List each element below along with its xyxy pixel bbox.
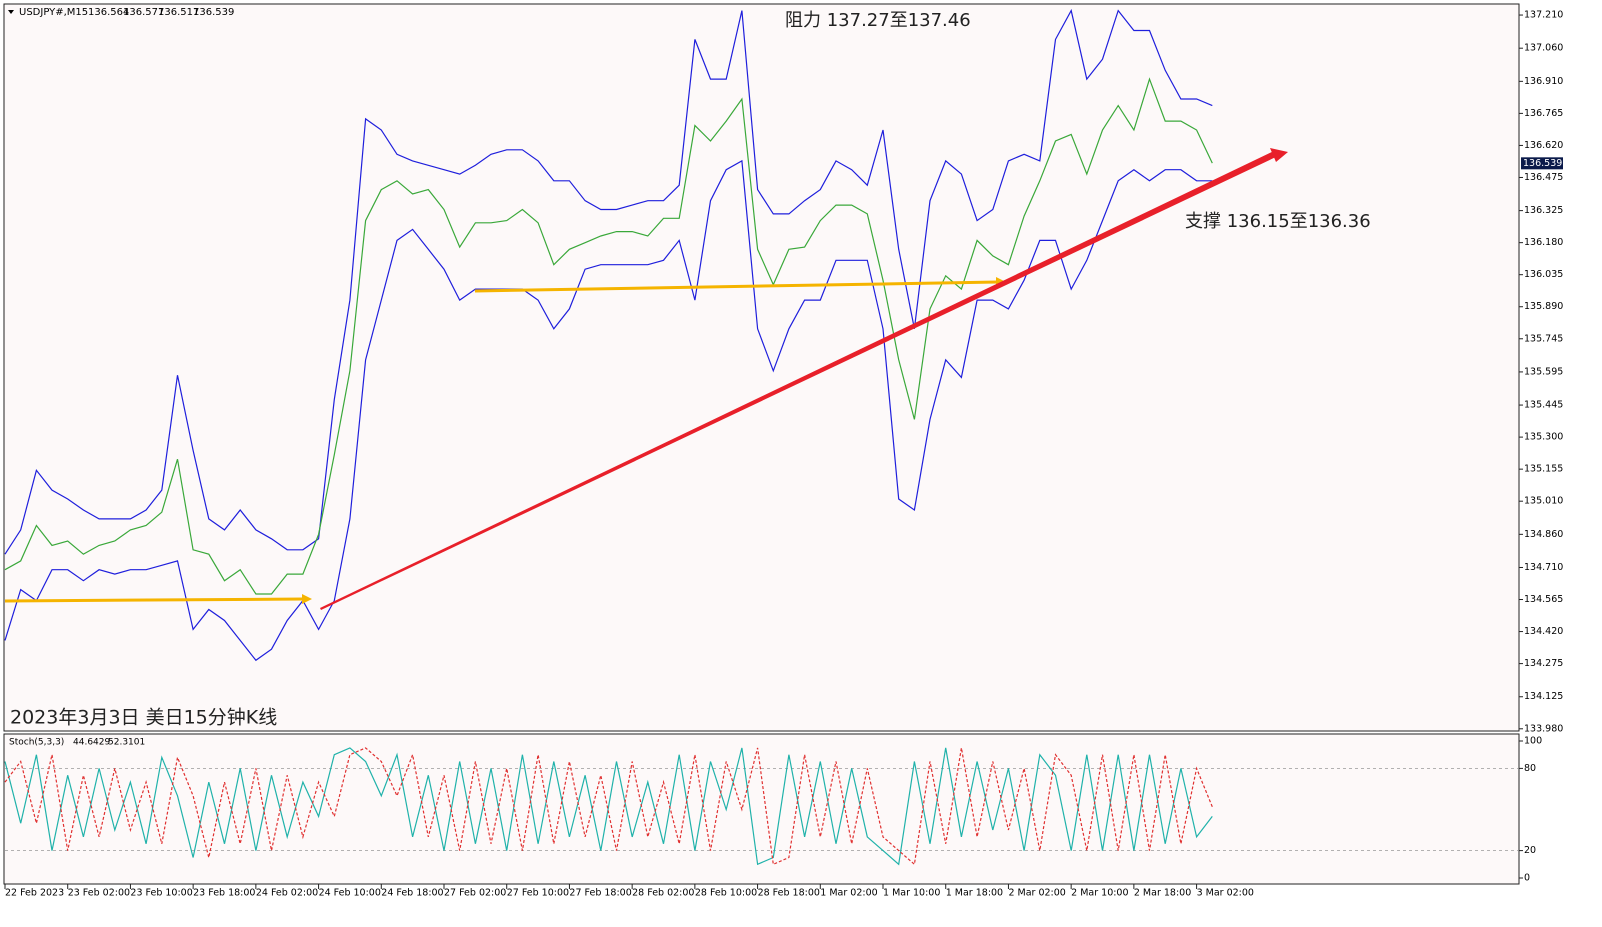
y-tick-label: 134.125 bbox=[1524, 691, 1563, 702]
x-tick-label: 3 Mar 02:00 bbox=[1197, 888, 1254, 899]
y-tick-label: 136.035 bbox=[1524, 269, 1563, 280]
series-line bbox=[4, 159, 1213, 662]
resistance-note: 阻力 137.27至137.46 bbox=[785, 10, 971, 31]
y-tick-label: 134.420 bbox=[1524, 626, 1563, 637]
x-tick-label: 28 Feb 02:00 bbox=[632, 888, 694, 899]
y-tick-label: 134.565 bbox=[1524, 594, 1563, 605]
x-tick-label: 23 Feb 18:00 bbox=[193, 888, 255, 899]
indicator-name: Stoch(5,3,3) bbox=[9, 738, 64, 748]
chart-caption: 2023年3月3日 美日15分钟K线 bbox=[10, 707, 277, 729]
y-tick-label: 134.860 bbox=[1524, 529, 1563, 540]
y-tick-label: 136.910 bbox=[1524, 76, 1563, 87]
collapse-icon bbox=[8, 10, 14, 14]
x-tick-label: 2 Mar 02:00 bbox=[1008, 888, 1065, 899]
x-tick-label: 2 Mar 18:00 bbox=[1134, 888, 1191, 899]
drawings bbox=[4, 148, 1288, 610]
high: 136.577 bbox=[123, 7, 164, 18]
current-price-label: 136.539 bbox=[1523, 158, 1562, 169]
y-tick-label: 80 bbox=[1524, 763, 1536, 774]
stoch-panel bbox=[3, 733, 1520, 885]
x-tick-label: 24 Feb 02:00 bbox=[256, 888, 318, 899]
y-tick-label: 135.155 bbox=[1524, 464, 1563, 475]
y-tick-label: 136.765 bbox=[1524, 108, 1563, 119]
x-tick-label: 1 Mar 02:00 bbox=[820, 888, 877, 899]
x-tick-label: 2 Mar 10:00 bbox=[1071, 888, 1128, 899]
open: 136.564 bbox=[88, 7, 129, 18]
y-tick-label: 20 bbox=[1524, 845, 1536, 856]
symbol: USDJPY#,M15 bbox=[19, 7, 88, 18]
arrow-head bbox=[302, 594, 312, 604]
indicator-value: 44.6429 bbox=[73, 738, 110, 748]
x-tick-label: 22 Feb 2023 bbox=[5, 888, 64, 899]
support-line bbox=[4, 597, 305, 603]
y-tick-label: 135.010 bbox=[1524, 496, 1563, 507]
y-tick-label: 135.300 bbox=[1524, 432, 1563, 443]
x-tick-label: 27 Feb 10:00 bbox=[507, 888, 569, 899]
y-tick-label: 135.595 bbox=[1524, 366, 1563, 377]
y-tick-label: 136.325 bbox=[1524, 205, 1563, 216]
series-line bbox=[4, 747, 1213, 866]
indicator-value: 52.3101 bbox=[108, 738, 145, 748]
y-tick-label: 133.980 bbox=[1524, 723, 1563, 734]
y-tick-label: 136.180 bbox=[1524, 237, 1563, 248]
x-tick-label: 23 Feb 02:00 bbox=[68, 888, 130, 899]
trend-line bbox=[320, 150, 1278, 610]
y-tick-label: 137.210 bbox=[1524, 10, 1563, 21]
x-tick-label: 23 Feb 10:00 bbox=[130, 888, 192, 899]
y-tick-label: 135.745 bbox=[1524, 333, 1563, 344]
series-line bbox=[4, 8, 1213, 555]
x-tick-label: 24 Feb 18:00 bbox=[381, 888, 443, 899]
y-tick-label: 135.445 bbox=[1524, 400, 1563, 411]
y-tick-label: 136.475 bbox=[1524, 172, 1563, 183]
support-note: 支撑 136.15至136.36 bbox=[1185, 211, 1371, 232]
y-tick-label: 135.890 bbox=[1524, 301, 1563, 312]
y-tick-label: 134.710 bbox=[1524, 562, 1563, 573]
x-tick-label: 1 Mar 10:00 bbox=[883, 888, 940, 899]
x-tick-label: 1 Mar 18:00 bbox=[946, 888, 1003, 899]
arrow-head bbox=[1270, 148, 1288, 162]
y-tick-label: 134.275 bbox=[1524, 658, 1563, 669]
current-price-box bbox=[1521, 157, 1563, 170]
low: 136.517 bbox=[158, 7, 199, 18]
x-tick-label: 27 Feb 18:00 bbox=[569, 888, 631, 899]
x-tick-label: 28 Feb 10:00 bbox=[695, 888, 757, 899]
x-tick-label: 28 Feb 18:00 bbox=[758, 888, 820, 899]
x-tick-label: 24 Feb 10:00 bbox=[319, 888, 381, 899]
y-tick-label: 137.060 bbox=[1524, 43, 1563, 54]
series-line bbox=[4, 747, 1213, 866]
y-tick-label: 136.620 bbox=[1524, 140, 1563, 151]
support-line bbox=[474, 280, 999, 293]
y-tick-label: 0 bbox=[1524, 873, 1530, 884]
series-line bbox=[4, 77, 1213, 595]
price-panel bbox=[3, 3, 1520, 732]
x-tick-label: 27 Feb 02:00 bbox=[444, 888, 506, 899]
marks: 137.210 137.060 136.910 136.765 136.620 136.4… bbox=[4, 8, 1563, 899]
y-tick-label: 100 bbox=[1524, 736, 1542, 747]
close: 136.539 bbox=[193, 7, 234, 18]
